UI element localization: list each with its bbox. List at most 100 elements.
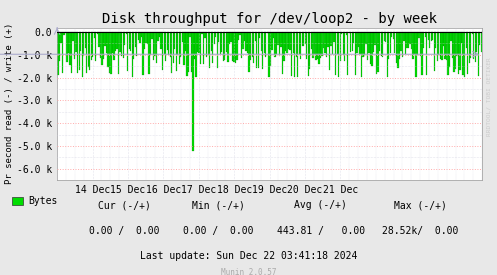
Bar xyxy=(95,32,96,61)
Bar xyxy=(147,32,148,43)
Bar xyxy=(82,32,83,78)
Bar xyxy=(172,32,174,63)
Bar xyxy=(119,32,121,53)
Bar xyxy=(65,32,66,34)
Bar xyxy=(405,32,406,54)
Bar xyxy=(441,32,442,60)
Bar xyxy=(426,32,427,75)
Bar xyxy=(192,32,194,150)
Bar xyxy=(264,32,265,53)
Bar xyxy=(217,32,218,68)
Bar xyxy=(308,32,309,76)
Bar xyxy=(408,32,409,48)
Bar xyxy=(182,32,183,42)
Bar xyxy=(189,32,190,37)
Bar xyxy=(148,32,150,74)
Bar xyxy=(262,32,263,70)
Bar xyxy=(444,32,445,59)
Bar xyxy=(333,32,335,42)
Bar xyxy=(476,32,478,52)
Bar xyxy=(432,32,433,40)
Bar xyxy=(164,32,165,54)
Bar xyxy=(440,32,441,59)
Bar xyxy=(455,32,456,70)
Bar xyxy=(299,32,300,54)
Bar xyxy=(417,32,418,54)
Bar xyxy=(186,32,187,76)
Bar xyxy=(335,32,336,75)
Bar xyxy=(220,32,221,54)
Bar xyxy=(244,32,245,40)
Bar xyxy=(159,32,160,37)
Bar xyxy=(421,32,423,75)
Bar xyxy=(197,32,198,52)
Bar xyxy=(166,32,168,50)
Bar xyxy=(420,32,421,56)
Bar xyxy=(435,32,436,48)
Bar xyxy=(224,32,226,60)
Bar xyxy=(413,32,414,59)
Bar xyxy=(453,32,455,72)
Text: RRDTOOL/ TOBI OETIKER: RRDTOOL/ TOBI OETIKER xyxy=(486,57,491,136)
Bar xyxy=(169,32,171,57)
Bar xyxy=(113,32,115,60)
Bar xyxy=(297,32,298,77)
Bar xyxy=(68,32,69,53)
Bar xyxy=(434,32,435,71)
Bar xyxy=(411,32,412,49)
Bar xyxy=(373,32,374,52)
Bar xyxy=(385,32,386,42)
Bar xyxy=(12,197,23,205)
Bar xyxy=(63,32,65,35)
Bar xyxy=(165,32,166,61)
Title: Disk throughput for /dev/loop2 - by week: Disk throughput for /dev/loop2 - by week xyxy=(102,12,437,26)
Bar xyxy=(291,32,292,76)
Bar xyxy=(84,32,86,48)
Bar xyxy=(396,32,397,63)
Bar xyxy=(71,32,72,73)
Bar xyxy=(135,32,136,47)
Bar xyxy=(241,32,242,58)
Bar xyxy=(221,32,223,52)
Bar xyxy=(144,32,145,49)
Bar xyxy=(371,32,373,66)
Bar xyxy=(368,32,370,54)
Bar xyxy=(233,32,235,62)
Bar xyxy=(332,32,333,54)
Bar xyxy=(60,32,62,43)
Bar xyxy=(112,32,113,53)
Bar xyxy=(168,32,169,55)
Bar xyxy=(139,32,141,43)
Bar xyxy=(303,32,305,46)
Bar xyxy=(390,32,391,53)
Bar xyxy=(83,32,84,56)
Bar xyxy=(475,32,476,62)
Bar xyxy=(76,32,77,52)
Bar xyxy=(251,32,253,57)
Bar xyxy=(466,32,467,48)
Bar xyxy=(473,32,475,59)
Bar xyxy=(352,32,353,51)
Bar xyxy=(345,32,347,35)
Bar xyxy=(458,32,459,74)
Bar xyxy=(162,32,164,70)
Bar xyxy=(183,32,184,65)
Bar xyxy=(464,32,465,77)
Bar xyxy=(59,32,60,61)
Bar xyxy=(101,32,102,65)
Bar xyxy=(393,32,394,39)
Text: Munin 2.0.57: Munin 2.0.57 xyxy=(221,268,276,275)
Bar xyxy=(211,32,212,51)
Bar xyxy=(399,32,400,59)
Bar xyxy=(232,32,233,61)
Bar xyxy=(104,32,105,46)
Text: Bytes: Bytes xyxy=(28,196,58,206)
Bar xyxy=(133,32,135,59)
Bar xyxy=(314,32,315,54)
Bar xyxy=(317,32,318,59)
Bar xyxy=(253,32,254,63)
Bar xyxy=(70,32,71,65)
Bar xyxy=(188,32,189,72)
Bar xyxy=(218,32,220,42)
Bar xyxy=(155,32,156,56)
